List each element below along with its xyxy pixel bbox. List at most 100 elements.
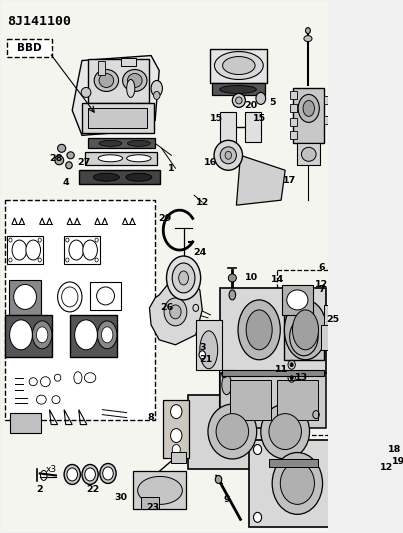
Ellipse shape bbox=[170, 405, 182, 418]
Ellipse shape bbox=[337, 453, 388, 514]
Ellipse shape bbox=[32, 321, 52, 349]
Bar bbox=[220, 288, 326, 373]
Ellipse shape bbox=[38, 238, 42, 242]
Ellipse shape bbox=[99, 140, 122, 147]
Text: 12: 12 bbox=[195, 198, 209, 207]
Ellipse shape bbox=[222, 56, 255, 75]
Ellipse shape bbox=[138, 477, 182, 504]
Ellipse shape bbox=[285, 300, 326, 360]
Ellipse shape bbox=[290, 318, 318, 356]
Bar bbox=[90, 282, 121, 310]
Ellipse shape bbox=[93, 173, 119, 181]
Ellipse shape bbox=[208, 404, 257, 459]
Text: 17: 17 bbox=[283, 176, 296, 185]
Ellipse shape bbox=[220, 85, 256, 93]
Ellipse shape bbox=[382, 445, 390, 455]
Polygon shape bbox=[72, 55, 159, 135]
Ellipse shape bbox=[12, 240, 27, 260]
Bar bbox=[277, 270, 330, 434]
Bar bbox=[290, 131, 297, 139]
Ellipse shape bbox=[303, 100, 314, 116]
Bar bbox=[70, 315, 117, 357]
Ellipse shape bbox=[103, 467, 113, 480]
Ellipse shape bbox=[74, 372, 82, 384]
Bar bbox=[121, 58, 136, 66]
Ellipse shape bbox=[301, 147, 316, 161]
Bar bbox=[79, 170, 160, 184]
Ellipse shape bbox=[298, 94, 319, 123]
Text: 28: 28 bbox=[49, 154, 62, 163]
Bar bbox=[336, 459, 372, 467]
Ellipse shape bbox=[41, 377, 50, 386]
Text: 24: 24 bbox=[193, 247, 206, 256]
Text: 7: 7 bbox=[318, 286, 325, 294]
Bar bbox=[89, 139, 155, 148]
Text: 25: 25 bbox=[326, 316, 339, 325]
Bar bbox=[277, 379, 318, 419]
Text: 27: 27 bbox=[77, 158, 90, 167]
Text: 1: 1 bbox=[168, 164, 174, 173]
Polygon shape bbox=[237, 155, 285, 205]
Text: 15: 15 bbox=[253, 114, 266, 123]
Ellipse shape bbox=[172, 263, 195, 293]
Text: 22: 22 bbox=[86, 485, 99, 494]
Ellipse shape bbox=[52, 395, 60, 403]
Text: 21: 21 bbox=[199, 356, 212, 364]
Bar bbox=[220, 112, 237, 142]
Text: 9: 9 bbox=[223, 495, 230, 504]
Bar bbox=[222, 370, 324, 376]
Ellipse shape bbox=[170, 305, 181, 319]
Ellipse shape bbox=[66, 162, 72, 169]
Ellipse shape bbox=[123, 69, 147, 92]
Text: 12: 12 bbox=[315, 280, 328, 289]
Ellipse shape bbox=[95, 258, 98, 262]
Text: 26: 26 bbox=[161, 303, 174, 312]
Ellipse shape bbox=[29, 378, 37, 386]
Bar bbox=[218, 370, 235, 410]
Text: 6: 6 bbox=[318, 263, 325, 272]
Ellipse shape bbox=[214, 52, 263, 79]
Bar bbox=[324, 116, 331, 124]
Ellipse shape bbox=[179, 271, 189, 285]
Ellipse shape bbox=[382, 512, 390, 522]
Bar bbox=[212, 84, 265, 95]
Ellipse shape bbox=[58, 282, 82, 312]
Text: 15: 15 bbox=[210, 114, 222, 123]
Bar bbox=[188, 394, 305, 470]
Ellipse shape bbox=[345, 463, 380, 504]
Ellipse shape bbox=[55, 156, 64, 165]
Ellipse shape bbox=[127, 140, 150, 147]
Text: 8J141100: 8J141100 bbox=[7, 15, 71, 28]
Ellipse shape bbox=[127, 79, 135, 98]
Text: 11: 11 bbox=[274, 365, 288, 374]
Bar bbox=[9, 280, 42, 315]
Ellipse shape bbox=[304, 36, 312, 42]
Ellipse shape bbox=[166, 256, 201, 300]
Ellipse shape bbox=[200, 331, 218, 369]
Bar bbox=[196, 320, 222, 370]
Ellipse shape bbox=[293, 310, 318, 350]
Text: 30: 30 bbox=[114, 493, 127, 502]
Bar bbox=[290, 92, 297, 100]
Bar bbox=[324, 305, 334, 335]
Bar bbox=[249, 440, 391, 527]
Bar bbox=[85, 152, 157, 165]
Ellipse shape bbox=[67, 468, 77, 481]
Ellipse shape bbox=[215, 475, 222, 483]
Ellipse shape bbox=[290, 376, 293, 379]
Ellipse shape bbox=[82, 464, 98, 484]
Ellipse shape bbox=[170, 429, 182, 442]
Text: x3: x3 bbox=[46, 465, 57, 474]
Ellipse shape bbox=[36, 327, 48, 343]
Bar bbox=[171, 451, 186, 464]
Ellipse shape bbox=[94, 69, 118, 92]
Ellipse shape bbox=[164, 298, 187, 326]
Bar bbox=[64, 236, 100, 264]
Ellipse shape bbox=[151, 80, 162, 96]
Text: 4: 4 bbox=[62, 177, 69, 187]
Bar bbox=[98, 61, 105, 76]
Ellipse shape bbox=[305, 28, 310, 34]
Polygon shape bbox=[150, 278, 202, 345]
Text: 12: 12 bbox=[380, 463, 393, 472]
Ellipse shape bbox=[38, 258, 42, 262]
